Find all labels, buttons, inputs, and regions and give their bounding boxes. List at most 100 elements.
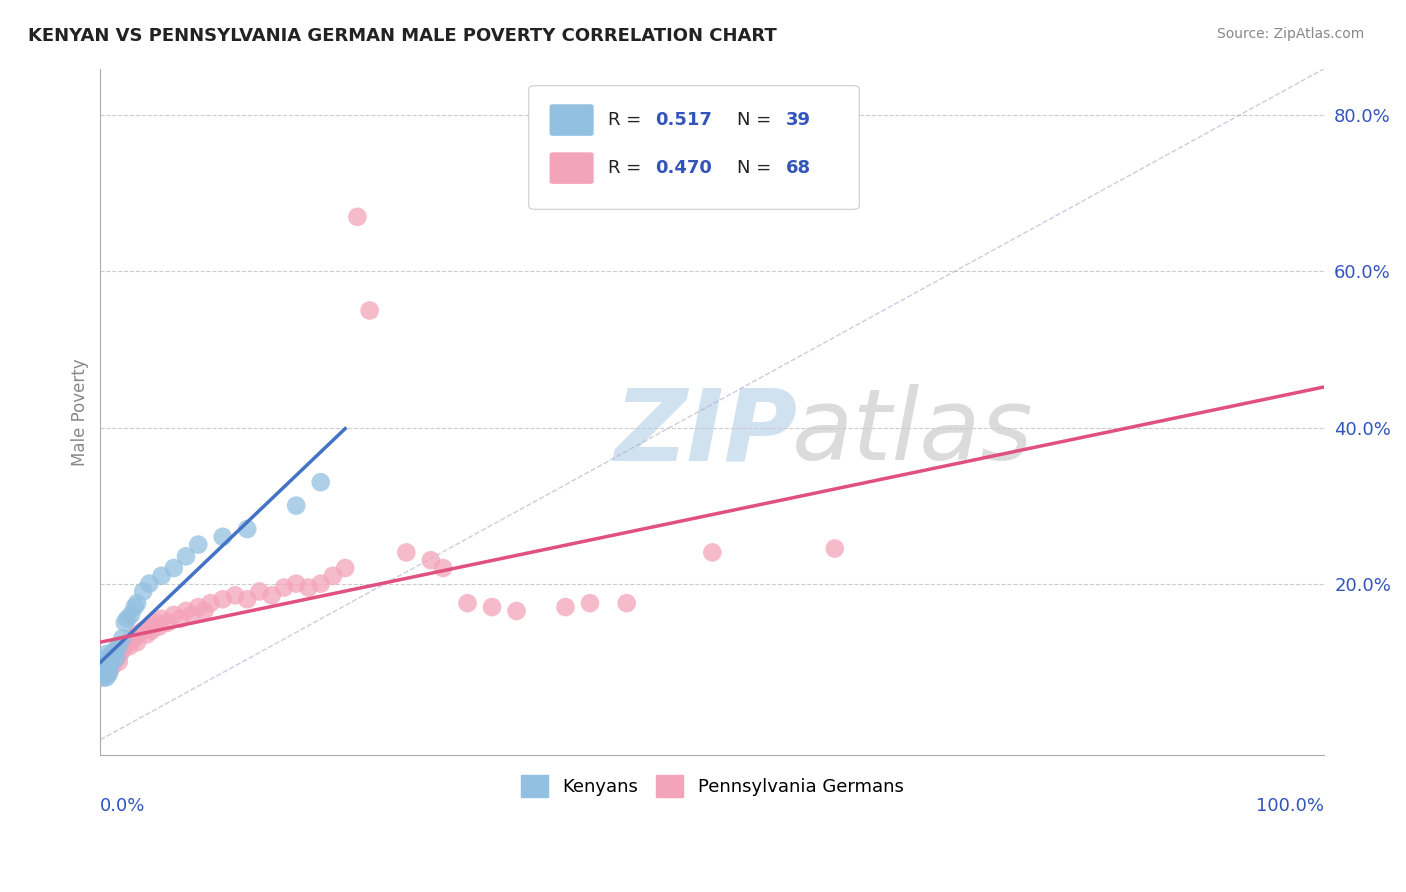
Point: [124, 600, 146, 615]
Point: [125, 635, 148, 649]
Point: [249, 584, 271, 599]
Point: [419, 553, 441, 567]
Point: [120, 632, 142, 646]
Text: atlas: atlas: [792, 384, 1033, 481]
Point: [125, 627, 148, 641]
Point: [187, 538, 209, 552]
Point: [101, 650, 124, 665]
Point: [395, 545, 418, 559]
Point: [359, 303, 381, 318]
Point: [309, 576, 332, 591]
Point: [98, 658, 121, 673]
Point: [97, 655, 120, 669]
Point: [132, 624, 155, 638]
Legend: Kenyans, Pennsylvania Germans: Kenyans, Pennsylvania Germans: [513, 768, 911, 805]
Point: [96, 647, 118, 661]
Point: [97, 663, 120, 677]
Point: [211, 530, 233, 544]
Point: [111, 632, 134, 646]
Point: [100, 658, 122, 673]
Point: [260, 588, 283, 602]
Point: [93, 655, 115, 669]
Point: [93, 658, 115, 673]
Point: [114, 639, 136, 653]
Point: [120, 607, 142, 622]
Point: [346, 210, 368, 224]
Point: [145, 615, 167, 630]
Point: [96, 658, 118, 673]
Point: [193, 604, 215, 618]
Point: [125, 596, 148, 610]
Point: [616, 596, 638, 610]
Point: [169, 612, 191, 626]
Point: [200, 596, 222, 610]
Point: [135, 627, 157, 641]
FancyBboxPatch shape: [529, 86, 859, 210]
Text: R =: R =: [609, 111, 647, 129]
Point: [141, 624, 163, 638]
Point: [107, 655, 129, 669]
Point: [91, 670, 114, 684]
Point: [432, 561, 454, 575]
Point: [285, 499, 308, 513]
Point: [505, 604, 527, 618]
Text: ZIP: ZIP: [614, 384, 797, 481]
Point: [702, 545, 724, 559]
Point: [579, 596, 602, 610]
Point: [107, 639, 129, 653]
Point: [117, 635, 139, 649]
Point: [94, 663, 117, 677]
Point: [554, 600, 576, 615]
Text: Source: ZipAtlas.com: Source: ZipAtlas.com: [1216, 27, 1364, 41]
Point: [96, 663, 118, 677]
Point: [481, 600, 503, 615]
Point: [124, 632, 146, 646]
Point: [148, 619, 170, 633]
Point: [97, 666, 120, 681]
FancyBboxPatch shape: [550, 153, 593, 184]
Point: [174, 549, 197, 564]
Point: [101, 647, 124, 661]
Point: [107, 643, 129, 657]
Point: [91, 666, 114, 681]
Point: [211, 592, 233, 607]
Point: [94, 658, 117, 673]
Text: KENYAN VS PENNSYLVANIA GERMAN MALE POVERTY CORRELATION CHART: KENYAN VS PENNSYLVANIA GERMAN MALE POVER…: [28, 27, 778, 45]
Point: [96, 670, 118, 684]
Point: [824, 541, 846, 556]
Point: [322, 569, 344, 583]
Point: [132, 584, 155, 599]
Point: [138, 576, 160, 591]
Point: [174, 604, 197, 618]
Point: [104, 643, 127, 657]
Point: [93, 670, 115, 684]
Point: [285, 576, 308, 591]
Point: [309, 475, 332, 490]
Point: [457, 596, 479, 610]
Text: 39: 39: [786, 111, 811, 129]
Text: 0.517: 0.517: [655, 111, 711, 129]
Point: [91, 663, 114, 677]
Point: [94, 655, 117, 669]
Point: [118, 639, 141, 653]
Text: 0.470: 0.470: [655, 159, 711, 178]
FancyBboxPatch shape: [550, 104, 593, 136]
Point: [236, 522, 259, 536]
Point: [224, 588, 246, 602]
Y-axis label: Male Poverty: Male Poverty: [72, 358, 89, 466]
Point: [93, 663, 115, 677]
Text: R =: R =: [609, 159, 647, 178]
Text: 0.0%: 0.0%: [100, 797, 146, 814]
Point: [163, 561, 186, 575]
Point: [96, 650, 118, 665]
Point: [333, 561, 356, 575]
Point: [236, 592, 259, 607]
Point: [97, 658, 120, 673]
Point: [94, 666, 117, 681]
Point: [104, 647, 127, 661]
Point: [181, 607, 204, 622]
Point: [97, 666, 120, 681]
Text: 68: 68: [786, 159, 811, 178]
Point: [187, 600, 209, 615]
Point: [101, 658, 124, 673]
